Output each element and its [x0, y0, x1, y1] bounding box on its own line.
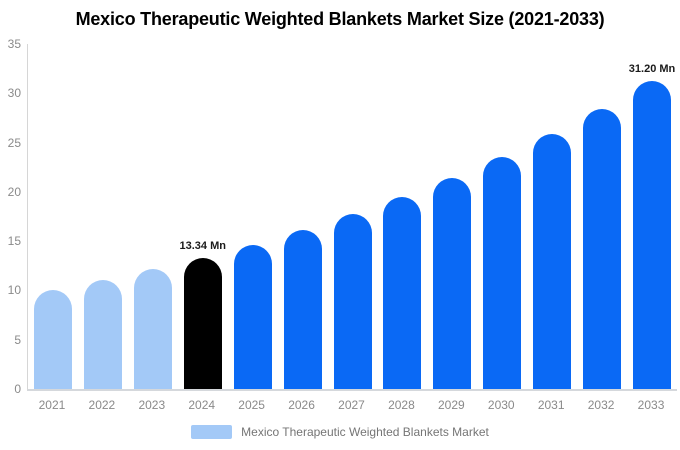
y-tick-label-20: 20 — [7, 184, 21, 199]
x-tick-label-2023: 2023 — [138, 398, 166, 412]
x-tick-label-2027: 2027 — [338, 398, 365, 412]
bar-2021 — [33, 290, 72, 389]
legend-swatch — [191, 425, 233, 439]
x-tick-label-2030: 2030 — [487, 398, 515, 412]
bar-2032 — [583, 108, 622, 389]
x-tick-label-2033: 2033 — [637, 398, 665, 412]
x-tick-label-2021: 2021 — [38, 398, 66, 412]
x-tick-label-2022: 2022 — [88, 398, 116, 412]
x-tick-label-2028: 2028 — [388, 398, 415, 412]
y-tick-label-5: 5 — [14, 332, 21, 347]
y-axis: 0 5 10 15 20 25 30 35 — [0, 38, 21, 395]
bar-2031 — [533, 134, 572, 389]
bar-value-label-2024: 13.34 Mn — [179, 239, 226, 252]
x-tick-label-2024: 2024 — [188, 398, 216, 412]
y-tick-label-25: 25 — [7, 135, 21, 150]
bar-2026 — [283, 230, 322, 389]
bar-2028 — [383, 196, 422, 389]
x-tick-label-2031: 2031 — [537, 398, 565, 412]
bar-2022 — [83, 279, 122, 389]
bar-2023 — [133, 268, 172, 389]
bar-2025 — [233, 244, 272, 389]
y-tick-label-0: 0 — [14, 382, 21, 396]
bar-2027 — [333, 214, 372, 389]
bar-2024 — [183, 257, 222, 389]
y-tick-label-35: 35 — [7, 37, 21, 51]
y-tick-label-30: 30 — [7, 86, 21, 101]
legend-label: Mexico Therapeutic Weighted Blankets Mar… — [241, 425, 489, 439]
y-tick-label-15: 15 — [7, 234, 21, 249]
legend: Mexico Therapeutic Weighted Blankets Mar… — [0, 425, 680, 439]
x-tick-label-2032: 2032 — [587, 398, 615, 412]
x-axis: 2021 2022 2023 2024 2025 2026 2027 2028 2029 2030… — [27, 398, 676, 414]
bar-2029 — [433, 177, 472, 389]
x-tick-label-2029: 2029 — [437, 398, 465, 412]
x-tick-label-2025: 2025 — [238, 398, 265, 412]
x-tick-label-2026: 2026 — [288, 398, 315, 412]
plot-area: 13.34 Mn 31.20 Mn — [27, 44, 677, 391]
bar-value-label-2033: 31.20 Mn — [628, 63, 676, 76]
y-tick-label-10: 10 — [7, 283, 21, 298]
bar-2030 — [483, 157, 522, 389]
bar-2033 — [633, 81, 672, 389]
chart-title: Mexico Therapeutic Weighted Blankets Mar… — [75, 9, 605, 29]
